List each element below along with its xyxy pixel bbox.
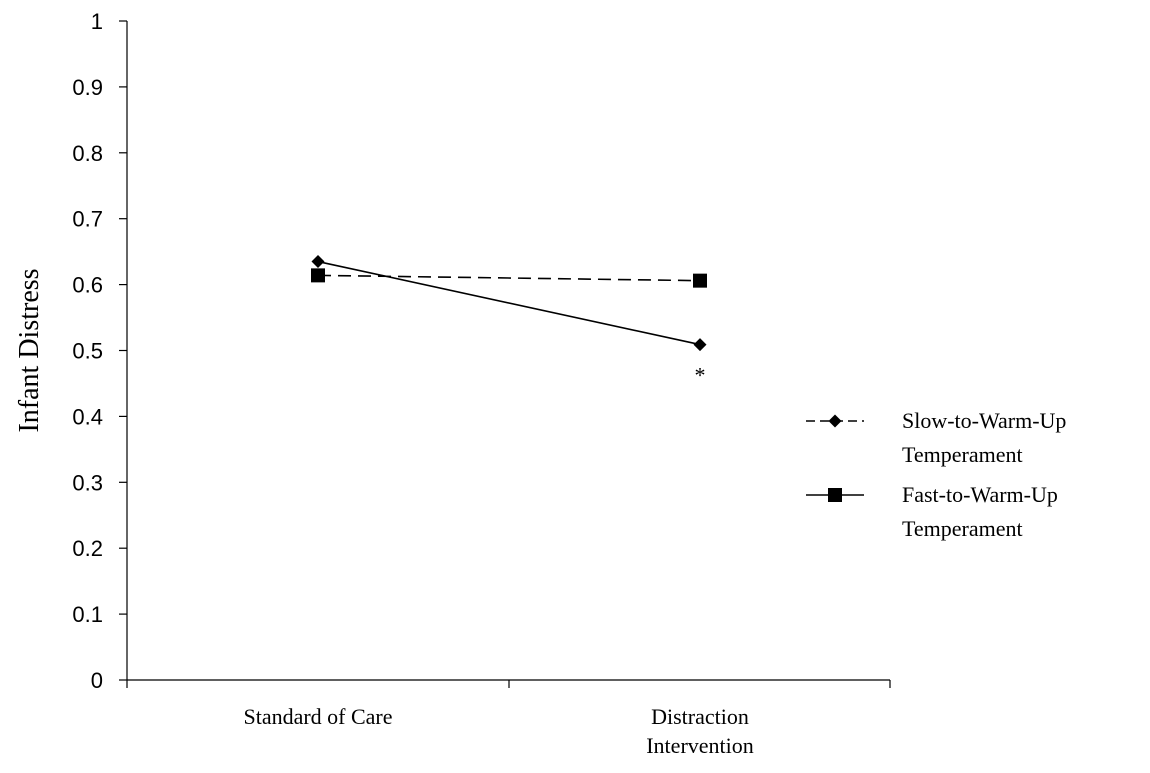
series-line (317, 260, 701, 346)
legend: Slow-to-Warm-Up Temperament Fast-to-Warm-U… (806, 408, 1066, 541)
y-tick-label: 0.2 (72, 536, 103, 561)
y-tick-label: 0.9 (72, 75, 103, 100)
significance-marker: * (695, 363, 706, 388)
y-tick-label: 0.8 (72, 141, 103, 166)
data-point (693, 338, 707, 352)
legend-entry: Fast-to-Warm-Up Temperament (806, 482, 1058, 541)
data-point (693, 273, 707, 288)
y-tick-label: 1 (91, 9, 103, 34)
legend-entry: Slow-to-Warm-Up Temperament (806, 408, 1066, 467)
axes: 0 0.1 0.2 0.3 0.4 0.5 0.6 0.7 0.8 0.9 1 Standard of… (14, 9, 891, 758)
y-tick-label: 0 (91, 668, 103, 693)
legend-label: Fast-to-Warm-Up Temperament (902, 482, 1058, 541)
series-line (317, 274, 701, 282)
y-tick-label: 0.7 (72, 207, 103, 232)
y-tick-label: 0.6 (72, 273, 103, 298)
y-tick-label: 0.4 (72, 404, 103, 429)
legend-label: Slow-to-Warm-Up Temperament (902, 408, 1066, 467)
legend-marker (828, 488, 842, 502)
data-point (311, 255, 325, 269)
y-tick-label: 0.1 (72, 602, 103, 627)
x-category-label: Distraction Intervention (646, 704, 754, 758)
x-category-label: Standard of Care (243, 704, 392, 729)
plot-area: * (311, 255, 707, 388)
legend-marker (828, 414, 842, 428)
y-tick-label: 0.3 (72, 470, 103, 495)
data-point (311, 268, 325, 283)
y-tick-label: 0.5 (72, 339, 103, 364)
y-axis-title: Infant Distress (14, 268, 45, 432)
series-2 (311, 268, 707, 288)
series-1 (311, 255, 707, 352)
